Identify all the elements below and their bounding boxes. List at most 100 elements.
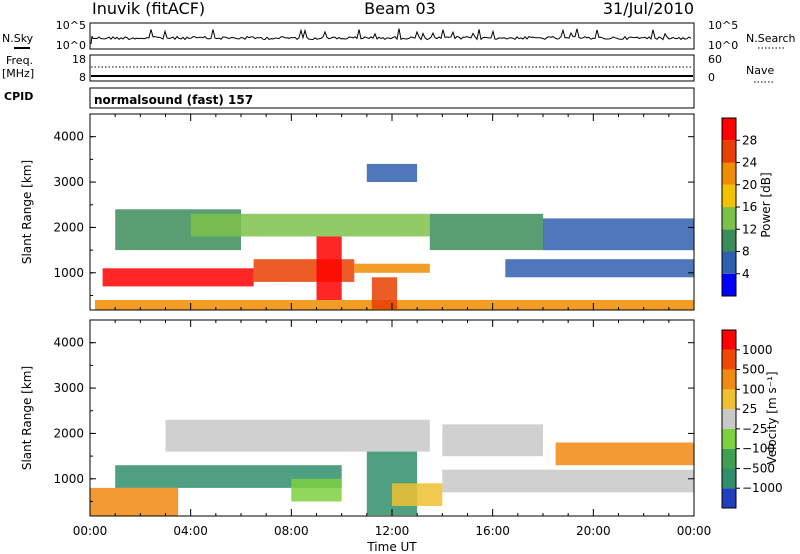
power-echo-band bbox=[429, 213, 544, 251]
colorbar-tick-label: 12 bbox=[742, 222, 757, 236]
noise-panel: N.Sky 10^5 10^0 10^5 10^0 N.Search bbox=[2, 19, 796, 52]
colorbar-tick-label: −1000 bbox=[742, 481, 783, 495]
time-axis-label: Time UT bbox=[366, 540, 417, 554]
freq-panel: Freq. [MHz] 18 8 60 0 Nave bbox=[2, 53, 774, 84]
beam-title: Beam 03 bbox=[364, 0, 436, 18]
power-echo-band bbox=[543, 218, 694, 251]
velocity-echo-band bbox=[392, 483, 443, 506]
velocity-echo-band bbox=[115, 465, 342, 488]
colorbar-tick-label: 100 bbox=[742, 382, 765, 396]
velocity-echo-band bbox=[555, 442, 694, 466]
colorbar-swatch bbox=[722, 118, 736, 141]
colorbar-tick-label: 500 bbox=[742, 363, 765, 377]
velocity-y-axis-label: Slant Range [km] bbox=[20, 366, 34, 470]
freq-left-tick-high: 18 bbox=[72, 53, 86, 66]
velocity-colorbar-label: Velocity [m s⁻¹] bbox=[765, 371, 779, 464]
date-title: 31/Jul/2010 bbox=[603, 0, 694, 18]
power-data-layer bbox=[95, 163, 695, 310]
velocity-echo-band bbox=[442, 424, 543, 457]
power-colorbar: 4 8 12 16 20 24 28 bbox=[721, 117, 757, 297]
colorbar-swatch bbox=[722, 229, 736, 252]
colorbar-frame bbox=[721, 329, 737, 509]
y-tick-label: 2000 bbox=[53, 220, 84, 234]
colorbar-tick-label: −25 bbox=[742, 422, 767, 436]
cpid-label: CPID bbox=[4, 90, 33, 103]
colorbar-swatch bbox=[722, 369, 736, 390]
freq-label: Freq. bbox=[6, 54, 33, 67]
power-echo-band bbox=[505, 259, 695, 278]
noise-right-tick-high: 10^5 bbox=[708, 19, 738, 32]
cpid-panel: CPID normalsound (fast) 157 bbox=[4, 87, 695, 109]
time-tick-label: 08:00 bbox=[274, 524, 309, 538]
colorbar-swatch bbox=[722, 448, 736, 469]
colorbar-swatch bbox=[722, 428, 736, 449]
colorbar-swatch bbox=[722, 251, 736, 274]
power-echo-band bbox=[354, 263, 430, 273]
power-echo-band bbox=[190, 213, 430, 237]
nsearch-label: N.Search bbox=[746, 32, 796, 45]
colorbar-tick-label: 4 bbox=[742, 267, 750, 281]
nave-label: Nave bbox=[746, 64, 774, 77]
power-echo-band bbox=[102, 268, 254, 287]
time-tick-label: 16:00 bbox=[475, 524, 510, 538]
freq-right-tick-low: 0 bbox=[708, 71, 715, 84]
y-tick-label: 4000 bbox=[53, 130, 84, 144]
y-tick-label: 1000 bbox=[53, 266, 84, 280]
time-tick-label: 04:00 bbox=[173, 524, 208, 538]
freq-right-tick-high: 60 bbox=[708, 53, 722, 66]
colorbar-swatch bbox=[722, 468, 736, 489]
colorbar-swatch bbox=[722, 389, 736, 410]
time-axis-ticks: 00:00 04:00 08:00 12:00 16:00 20:00 00:00 bbox=[73, 524, 712, 538]
freq-panel-frame bbox=[89, 54, 695, 82]
colorbar-tick-label: 24 bbox=[742, 156, 757, 170]
velocity-panel-frame bbox=[89, 319, 695, 517]
power-panel: 1000 2000 3000 4000 Slant Range [km] 4 8 12 16… bbox=[20, 113, 773, 311]
colorbar-tick-label: −500 bbox=[742, 461, 775, 475]
freq-left-tick-low: 8 bbox=[79, 71, 86, 84]
y-tick-label: 3000 bbox=[53, 381, 84, 395]
colorbar-tick-label: 20 bbox=[742, 178, 757, 192]
colorbar-tick-label: 25 bbox=[742, 402, 757, 416]
nsky-label: N.Sky bbox=[2, 32, 34, 45]
velocity-panel: 1000 2000 3000 4000 Slant Range [km] 1000 50… bbox=[20, 319, 783, 554]
cpid-panel-frame bbox=[89, 87, 695, 109]
station-title: Inuvik (fitACF) bbox=[92, 0, 205, 18]
noise-panel-frame bbox=[89, 22, 695, 50]
velocity-echo-band bbox=[90, 487, 179, 516]
velocity-echo-band bbox=[442, 469, 694, 493]
y-tick-label: 4000 bbox=[53, 336, 84, 350]
power-echo-band bbox=[371, 277, 398, 310]
power-colorbar-label: Power [dB] bbox=[759, 172, 773, 237]
power-echo-band bbox=[366, 163, 418, 182]
freq-unit-label: [MHz] bbox=[2, 67, 34, 80]
y-tick-label: 2000 bbox=[53, 426, 84, 440]
noise-left-tick-low: 10^0 bbox=[56, 39, 86, 52]
y-tick-label: 1000 bbox=[53, 472, 84, 486]
colorbar-tick-label: 1000 bbox=[742, 343, 773, 357]
velocity-echo-band bbox=[291, 478, 342, 502]
noise-left-tick-high: 10^5 bbox=[56, 19, 86, 32]
colorbar-swatch bbox=[722, 273, 736, 297]
velocity-data-layer bbox=[90, 419, 694, 516]
colorbar-swatch bbox=[722, 207, 736, 230]
colorbar-swatch bbox=[722, 488, 736, 508]
time-tick-label: 00:00 bbox=[73, 524, 108, 538]
power-panel-frame bbox=[89, 113, 695, 311]
y-tick-label: 3000 bbox=[53, 175, 84, 189]
power-y-axis-label: Slant Range [km] bbox=[20, 160, 34, 264]
time-tick-label: 12:00 bbox=[375, 524, 410, 538]
time-tick-label: 00:00 bbox=[677, 524, 712, 538]
colorbar-swatch bbox=[722, 409, 736, 429]
noise-trace bbox=[90, 28, 692, 45]
cpid-mode: normalsound (fast) 157 bbox=[94, 93, 253, 107]
colorbar-tick-label: −100 bbox=[742, 442, 775, 456]
colorbar-swatch bbox=[722, 184, 736, 208]
colorbar-tick-label: 16 bbox=[742, 200, 757, 214]
time-tick-label: 20:00 bbox=[576, 524, 611, 538]
colorbar-swatch bbox=[722, 330, 736, 350]
velocity-colorbar: 1000 500 100 25 −25 −100 −500 −1000 bbox=[721, 329, 783, 509]
colorbar-swatch bbox=[722, 349, 736, 370]
noise-right-tick-low: 10^0 bbox=[708, 39, 738, 52]
